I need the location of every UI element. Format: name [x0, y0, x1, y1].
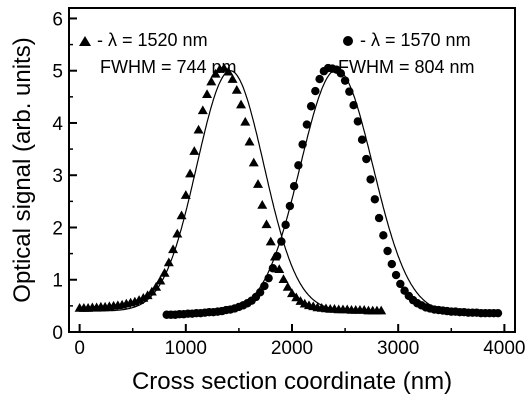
data-point-triangle [261, 219, 272, 229]
legend-1570-label: - λ = 1570 nm [360, 30, 471, 50]
data-point-triangle [159, 267, 170, 277]
data-point-triangle [253, 179, 264, 188]
y-tick-label: 2 [52, 218, 63, 239]
x-axis-title: Cross section coordinate (nm) [132, 368, 452, 395]
data-point-circle [268, 264, 278, 273]
data-point-triangle [257, 200, 268, 209]
data-point-circle [264, 273, 273, 283]
data-point-triangle [240, 116, 251, 126]
fit-curves [79, 69, 498, 315]
data-point-circle [357, 135, 367, 144]
data-point-triangle [265, 236, 276, 246]
data-point-triangle [236, 99, 247, 109]
data-point-triangle [138, 293, 149, 302]
y-tick-label: 6 [52, 9, 63, 30]
data-point-triangle [210, 68, 221, 78]
x-axis: 0 1000 2000 3000 4000 [74, 324, 525, 359]
y-tick-label: 4 [52, 114, 63, 135]
data-point-circle [379, 231, 388, 240]
data-point-circle [391, 270, 401, 280]
x-tick-label: 2000 [271, 338, 313, 359]
data-point-circle [336, 69, 346, 78]
data-point-circle [315, 74, 324, 84]
data-point-triangle [176, 210, 187, 220]
data-point-triangle [227, 74, 238, 83]
data-point-triangle [168, 244, 179, 254]
data-point-triangle [376, 305, 387, 315]
legend-1520-label: - λ = 1520 nm [97, 30, 208, 50]
y-tick-label: 3 [52, 166, 63, 187]
data-point-triangle [172, 228, 183, 238]
y-tick-label: 0 [52, 323, 63, 344]
legend-triangle-marker [79, 36, 91, 46]
data-point-triangle [193, 124, 204, 134]
data-point-triangle [287, 288, 297, 298]
legend-entry-1520: - λ = 1520 nm FWHM = 744 nm [79, 30, 237, 77]
data-point-circle [383, 246, 392, 256]
data-point-triangle [155, 275, 166, 285]
data-point-triangle [189, 146, 200, 155]
data-point-triangle [206, 76, 217, 86]
data-point-circle [366, 175, 375, 184]
fit-curve-series-0 [79, 70, 382, 312]
data-point-circle [345, 87, 354, 96]
legend-1520-fwhm: FWHM = 744 nm [100, 57, 237, 77]
data-point-circle [493, 308, 503, 318]
data-point-triangle [291, 292, 302, 302]
data-point-triangle [197, 105, 208, 115]
x-tick-label: 4000 [483, 338, 525, 359]
data-point-triangle [219, 63, 230, 72]
legend-1570-fwhm: FWHM = 804 nm [338, 57, 475, 77]
x-tick-label: 3000 [377, 338, 419, 359]
data-point-circle [306, 102, 316, 111]
data-point-circle [370, 195, 380, 204]
data-point-circle [298, 140, 307, 149]
data-point-circle [272, 252, 282, 261]
data-point-triangle [282, 282, 293, 291]
data-point-triangle [244, 136, 255, 146]
legend-entry-1570: - λ = 1570 nm FWHM = 804 nm [338, 30, 475, 77]
data-point-circle [277, 237, 286, 246]
data-point-circle [289, 182, 299, 191]
data-point-circle [396, 279, 405, 289]
data-point-circle [302, 120, 312, 129]
data-points [74, 63, 503, 319]
y-axis-title: Optical signal (arb. units) [9, 37, 36, 302]
data-point-circle [349, 101, 358, 110]
y-tick-label: 1 [52, 271, 63, 292]
data-point-circle [311, 86, 320, 96]
fit-curve-series-1 [166, 69, 498, 315]
data-point-triangle [231, 85, 242, 94]
data-point-triangle [223, 66, 234, 76]
data-point-circle [281, 220, 290, 230]
data-point-triangle [278, 274, 289, 283]
data-point-circle [362, 154, 371, 164]
data-point-circle [294, 161, 303, 170]
data-point-circle [255, 288, 265, 297]
data-point-triangle [151, 282, 162, 291]
x-tick-label: 1000 [165, 338, 207, 359]
data-point-triangle [274, 264, 285, 274]
data-point-circle [387, 259, 397, 269]
data-point-triangle [202, 89, 213, 98]
data-point-circle [353, 117, 363, 126]
data-point-circle [260, 281, 269, 291]
y-axis: 0 1 2 3 4 5 6 [52, 9, 77, 344]
data-point-triangle [163, 257, 174, 267]
data-point-triangle [248, 157, 259, 167]
data-point-triangle [146, 286, 157, 296]
data-point-circle [285, 201, 295, 211]
x-tick-label: 0 [74, 338, 85, 359]
data-point-circle [374, 213, 384, 223]
data-point-triangle [185, 168, 196, 178]
y-tick-label: 5 [52, 62, 63, 83]
legend-circle-marker [343, 36, 353, 46]
data-point-circle [340, 76, 350, 85]
data-point-triangle [180, 190, 191, 199]
